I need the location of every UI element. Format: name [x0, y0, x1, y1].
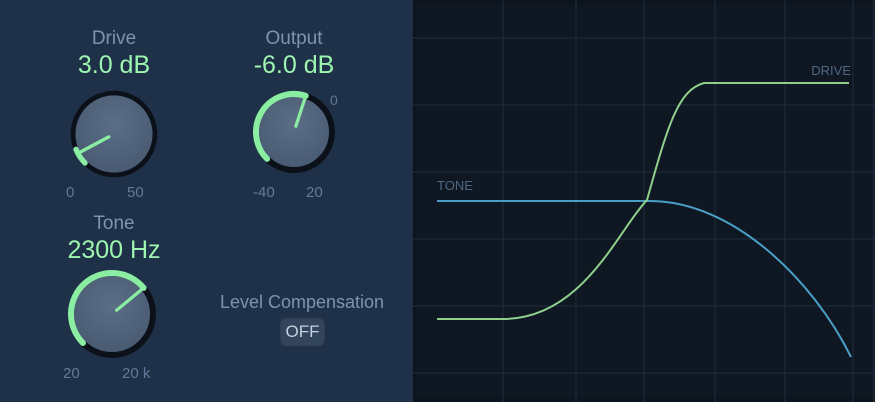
svg-text:TONE: TONE	[437, 178, 473, 193]
svg-text:DRIVE: DRIVE	[811, 63, 851, 78]
